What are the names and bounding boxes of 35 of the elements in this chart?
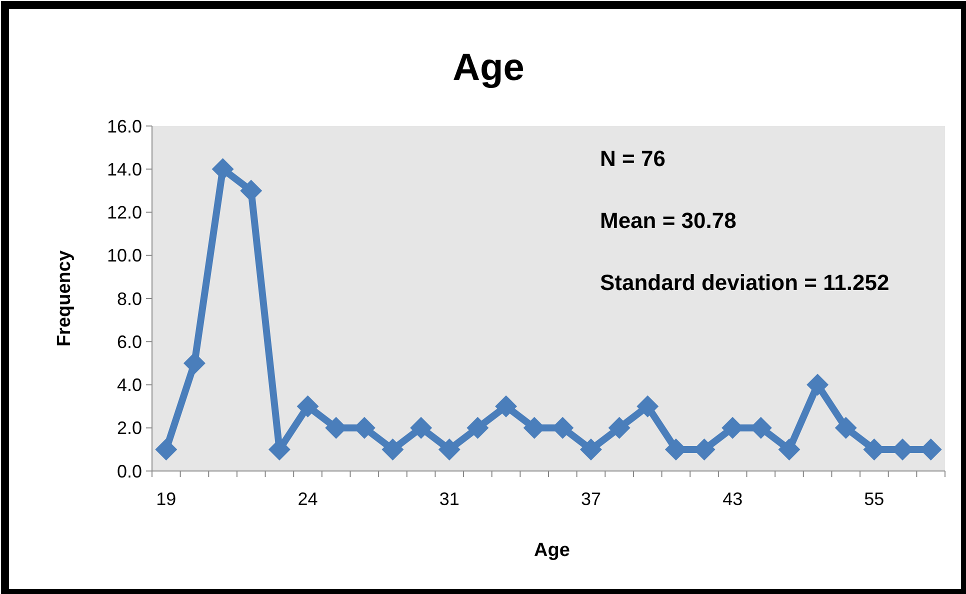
x-axis-title: Age	[534, 540, 570, 561]
point	[806, 374, 829, 396]
chart-title: Age	[452, 47, 524, 89]
point	[183, 352, 206, 374]
point	[636, 395, 659, 418]
y-tick-label: 4.0	[116, 375, 142, 396]
point	[608, 416, 630, 439]
y-tick-label: 12.0	[106, 202, 142, 223]
x-tick-label: 19	[156, 489, 176, 509]
x-tick-label: 55	[864, 489, 884, 509]
point	[438, 438, 460, 460]
y-tick-label: 14.0	[106, 159, 142, 180]
x-tick-label: 24	[298, 489, 318, 509]
x-tick-label: 43	[722, 489, 743, 509]
point	[410, 416, 432, 439]
y-tick-label: 6.0	[116, 332, 142, 352]
point	[466, 416, 489, 439]
y-tick-label: 8.0	[116, 288, 142, 309]
point	[580, 438, 602, 460]
x-tick-label: 37	[580, 489, 601, 509]
y-tick-label: 0.0	[116, 461, 142, 482]
y-tick-label: 2.0	[116, 418, 142, 438]
point	[495, 395, 518, 418]
point	[155, 438, 178, 460]
point	[834, 416, 857, 439]
y-axis-title: Frequency	[54, 250, 75, 347]
x-tick-label: 31	[439, 489, 460, 509]
y-tick-label: 10.0	[106, 246, 142, 266]
point	[778, 438, 800, 460]
point	[296, 395, 319, 418]
point	[382, 438, 404, 460]
annotation: N = 76	[600, 146, 666, 171]
y-tick-label: 16.0	[106, 116, 142, 136]
annotation: Mean = 30.78	[600, 208, 736, 233]
annotation: Standard deviation = 11.252	[600, 270, 890, 295]
